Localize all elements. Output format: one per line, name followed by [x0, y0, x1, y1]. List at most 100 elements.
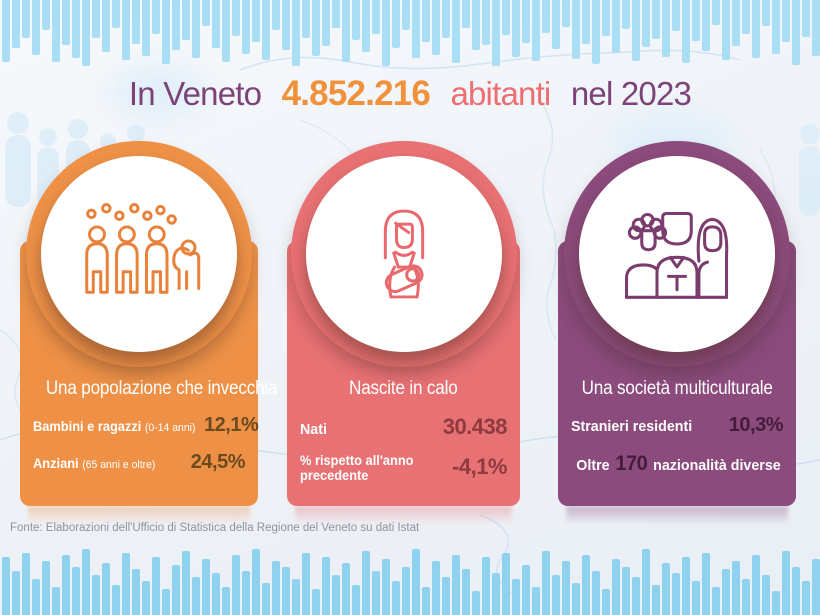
bottom-bar	[712, 587, 720, 615]
bottom-bar	[782, 551, 790, 615]
bottom-bar	[592, 571, 600, 615]
stat-value: 30.438	[442, 414, 508, 439]
top-bar	[512, 0, 520, 57]
bottom-bar	[692, 581, 700, 615]
bottom-bar	[292, 579, 300, 615]
bottom-bar	[222, 587, 230, 615]
top-bar	[182, 0, 190, 40]
top-bar	[372, 0, 380, 34]
bottom-bar	[282, 567, 290, 615]
bottom-bar	[632, 577, 640, 615]
aging-population-icon	[85, 203, 201, 294]
mother-baby-icon	[383, 209, 424, 299]
top-bar	[202, 0, 210, 26]
bottom-bar	[192, 577, 200, 615]
top-bar	[482, 0, 490, 45]
top-bar	[702, 0, 710, 51]
top-bar	[222, 0, 230, 62]
top-bar	[502, 0, 510, 35]
top-bar	[382, 0, 390, 66]
bottom-bar	[622, 567, 630, 615]
bottom-bar	[552, 575, 560, 615]
bottom-bar	[82, 549, 90, 615]
stat-row: Nati 30.438	[300, 414, 508, 440]
bottom-bar	[452, 555, 460, 615]
top-bar	[282, 0, 290, 50]
top-bar	[492, 0, 500, 66]
top-bar	[62, 0, 70, 45]
top-bar	[802, 0, 810, 37]
top-bar	[322, 0, 330, 46]
bottom-bar	[732, 561, 740, 615]
card-title: Una popolazione che invecchia	[45, 378, 278, 399]
card-title: Una società multiculturale	[581, 378, 773, 399]
top-bar	[252, 0, 260, 42]
top-bar	[642, 0, 650, 47]
bottom-bar	[92, 575, 100, 615]
top-bar	[302, 0, 310, 38]
bottom-bar	[502, 553, 510, 615]
bottom-bar	[812, 559, 820, 615]
bottom-bar	[492, 573, 500, 615]
bottom-bar	[462, 569, 470, 615]
bottom-bar	[232, 555, 240, 615]
bottom-bar	[682, 557, 690, 615]
bottom-bar	[132, 569, 140, 615]
top-bar	[792, 0, 800, 65]
top-bar	[622, 0, 630, 29]
bottom-bar	[612, 559, 620, 615]
crowd-silhouette	[799, 124, 820, 216]
top-bar	[812, 0, 820, 56]
bottom-bar	[442, 577, 450, 615]
bottom-bar	[182, 551, 190, 615]
stat-label: Anziani (65 anni e oltre)	[33, 456, 156, 471]
bottom-bar	[432, 561, 440, 615]
bottom-bar	[512, 579, 520, 615]
bottom-bar	[22, 553, 30, 615]
top-bar	[212, 0, 220, 48]
bottom-bar	[32, 579, 40, 615]
top-bar	[532, 0, 540, 61]
top-bar	[782, 0, 790, 42]
bottom-bar	[362, 551, 370, 615]
stat-value: 24,5%	[190, 451, 246, 473]
title-middle: abitanti	[450, 75, 551, 112]
top-bar	[572, 0, 580, 59]
bottom-bar	[422, 587, 430, 615]
stat-value: -4,1%	[452, 454, 507, 479]
top-bar	[232, 0, 240, 36]
top-bar	[2, 0, 10, 62]
nationalities-count: 170	[615, 452, 648, 475]
population-count: 4.852.216	[281, 74, 431, 113]
bottom-bar	[152, 557, 160, 615]
top-bar	[652, 0, 660, 39]
stat-value: 12,1%	[204, 414, 259, 436]
bottom-bar	[312, 589, 320, 615]
bottom-bar	[112, 585, 120, 615]
top-bar	[522, 0, 530, 43]
top-bar	[632, 0, 640, 61]
bottom-bar	[2, 557, 10, 615]
bottom-bar	[12, 571, 20, 615]
top-bar	[332, 0, 340, 28]
top-bar	[662, 0, 670, 57]
bottom-bar	[262, 583, 270, 615]
icon-circle-inner	[305, 156, 502, 352]
bottom-bar	[242, 571, 250, 615]
top-bar	[102, 0, 110, 52]
bottom-barcode-decoration	[0, 549, 820, 615]
top-bar	[172, 0, 180, 50]
watercolor-blob	[110, 66, 205, 118]
stat-value: 10,3%	[728, 414, 784, 436]
top-bar	[412, 0, 420, 58]
bottom-bar	[652, 585, 660, 615]
bottom-bar	[602, 589, 610, 615]
card-aging-population: Una popolazione che invecchia Bambini e …	[20, 141, 278, 506]
bottom-bar	[722, 569, 730, 615]
source-note: Fonte: Elaborazioni dell'Ufficio di Stat…	[10, 522, 420, 534]
top-bar	[132, 0, 140, 44]
top-bar	[602, 0, 610, 36]
bottom-bar	[352, 585, 360, 615]
bottom-bar	[302, 553, 310, 615]
